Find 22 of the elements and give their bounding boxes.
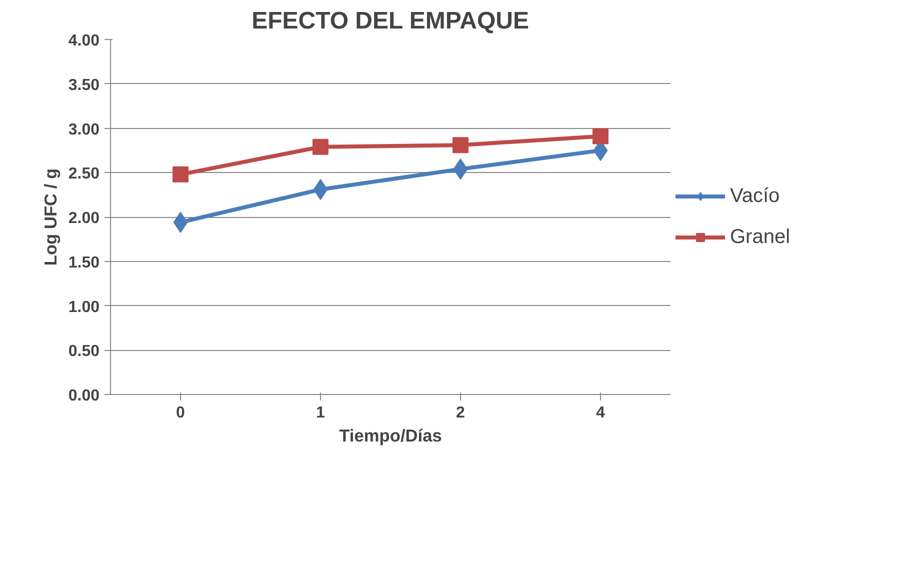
y-tick-label: 0.50	[68, 343, 100, 360]
point	[452, 137, 468, 154]
x-tick-label: 2	[456, 404, 466, 422]
y-axis-title: Log UFC / g	[40, 168, 60, 266]
x-tick-label: 0	[176, 404, 186, 422]
y-tick-label: 2.00	[68, 210, 100, 227]
point	[592, 128, 608, 144]
point	[312, 138, 328, 155]
y-tick-label: 2.50	[68, 166, 100, 183]
y-tick-label: 3.50	[68, 76, 100, 94]
y-tick-label: 1.50	[68, 254, 100, 272]
y-tick-label: 1.00	[68, 298, 100, 316]
x-tick-label: 4	[596, 404, 606, 422]
y-tick-label: 3.00	[68, 121, 100, 138]
y-tick-label: 4.00	[68, 32, 100, 50]
chart-title: EFECTO DEL EMPAQUE	[252, 8, 529, 34]
x-tick-label: 1	[316, 404, 326, 422]
y-tick-label: 0.00	[68, 388, 100, 404]
legend-label: Vacío	[730, 184, 780, 208]
x-axis-title: Tiempo/Días	[339, 426, 442, 446]
legend-label: Granel	[730, 226, 790, 248]
point	[172, 166, 188, 182]
